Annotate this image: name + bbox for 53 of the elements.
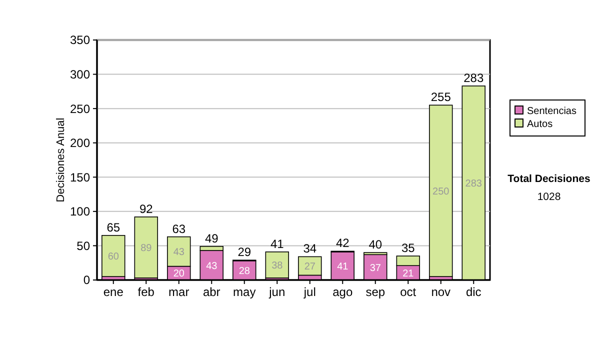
x-tick-label: oct xyxy=(400,285,417,299)
y-tick-label: 350 xyxy=(70,33,90,48)
x-tick-label: ene xyxy=(103,285,124,299)
total-label: 283 xyxy=(464,70,484,85)
x-tick-label: jun xyxy=(268,285,286,299)
x-tick-label: abr xyxy=(202,285,220,299)
data-label: 250 xyxy=(432,186,450,198)
bar xyxy=(102,235,126,277)
x-tick-label: ago xyxy=(332,285,353,299)
x-tick-label: feb xyxy=(138,285,155,299)
total-label: 41 xyxy=(270,236,284,251)
data-label: 21 xyxy=(402,268,414,280)
total-label: 35 xyxy=(401,241,416,255)
x-tick-label: mar xyxy=(168,285,190,299)
text: 1028 xyxy=(537,191,561,203)
total-label: 34 xyxy=(303,242,317,256)
y-tick-label: 250 xyxy=(70,102,90,116)
total-label: 92 xyxy=(139,202,154,216)
x-tick-label: jul xyxy=(302,285,316,299)
data-label: 20 xyxy=(173,268,185,280)
legend-label: Autos xyxy=(527,119,553,130)
legend-label: Sentencias xyxy=(527,106,576,117)
total-label: 63 xyxy=(172,222,186,236)
total-label: 49 xyxy=(204,231,219,246)
y-tick-label: 50 xyxy=(76,238,90,253)
data-label: 60 xyxy=(108,252,120,262)
data-label: 283 xyxy=(465,178,482,190)
y-tick-label: 150 xyxy=(70,170,90,184)
total-label: 29 xyxy=(238,245,252,260)
x-tick-label: dic xyxy=(466,285,482,299)
total-label: 65 xyxy=(106,220,120,234)
total-label: 42 xyxy=(336,236,350,250)
bar xyxy=(298,256,322,276)
data-label: 27 xyxy=(304,261,316,272)
total-label: 40 xyxy=(368,238,382,252)
x-tick-label: sep xyxy=(366,285,386,299)
data-label: 89 xyxy=(140,242,152,254)
data-label: 37 xyxy=(370,262,382,274)
data-label: 43 xyxy=(206,260,218,272)
x-tick-label: may xyxy=(233,285,256,299)
y-tick-label: 0 xyxy=(83,273,90,288)
data-label: 41 xyxy=(337,261,349,272)
data-label: 43 xyxy=(173,247,185,258)
data-label: 38 xyxy=(272,260,284,272)
total-label: 255 xyxy=(430,90,452,104)
data-label: 28 xyxy=(238,266,250,277)
bar xyxy=(429,104,453,277)
y-tick-label: 300 xyxy=(70,67,90,82)
text: Total Decisiones xyxy=(508,173,590,185)
y-axis-title: Decisiones Anual xyxy=(55,118,67,202)
y-tick-label: 100 xyxy=(70,204,90,219)
y-tick-label: 200 xyxy=(70,136,90,150)
x-tick-label: nov xyxy=(431,285,451,299)
